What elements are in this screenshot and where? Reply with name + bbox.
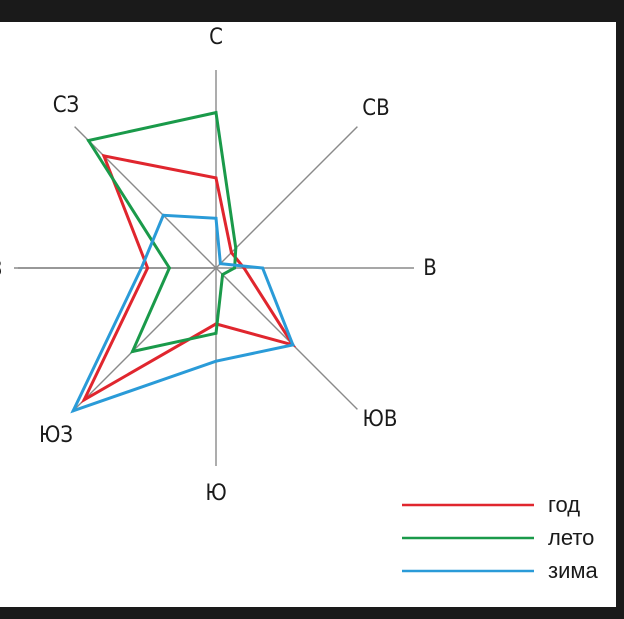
series-1-point-ne [234,246,238,250]
direction-label-se: ЮВ [363,407,398,432]
series-2-point-s [214,359,218,363]
series-0-point-n [214,176,218,180]
direction-label-sw: ЮЗ [39,423,73,448]
direction-label-e: В [423,256,437,281]
axis-nw [74,126,217,269]
legend-label-0: год [548,492,580,517]
series-1-point-e [233,266,237,270]
series-2-point-sw [71,409,75,413]
series-1-point-sw [131,350,134,353]
series-2-point-se [291,343,295,347]
series-1-point-n [214,111,218,115]
series-1-point-w [167,266,171,270]
direction-label-ne: СВ [362,96,389,121]
series-0-polygon [80,153,297,404]
series-2-point-nw [161,213,165,217]
legend-label-2: зима [548,558,599,583]
series-2-point-w [139,266,143,270]
series-1-point-nw [87,139,90,142]
series-0-point-sw [82,398,86,402]
legend-label-1: лето [548,525,594,550]
axis-ne [215,126,358,269]
series-2-polygon [70,213,295,414]
axis-sw [74,267,217,410]
series-2-point-ne [218,262,222,266]
series-0-point-nw [102,154,106,158]
axis-se [215,267,358,410]
direction-label-n: С [209,25,223,50]
direction-label-w: З [0,257,2,282]
direction-label-nw: СЗ [53,93,80,118]
series-1-point-s [214,331,218,335]
direction-label-s: Ю [205,481,226,506]
series-0-point-w [146,266,150,270]
series-1-point-se [221,273,225,277]
series-2-point-e [261,266,265,270]
series-2-point-n [214,216,218,220]
series-0-point-ne [229,251,233,255]
chart-area [0,22,616,607]
series-1-polygon [86,110,238,354]
